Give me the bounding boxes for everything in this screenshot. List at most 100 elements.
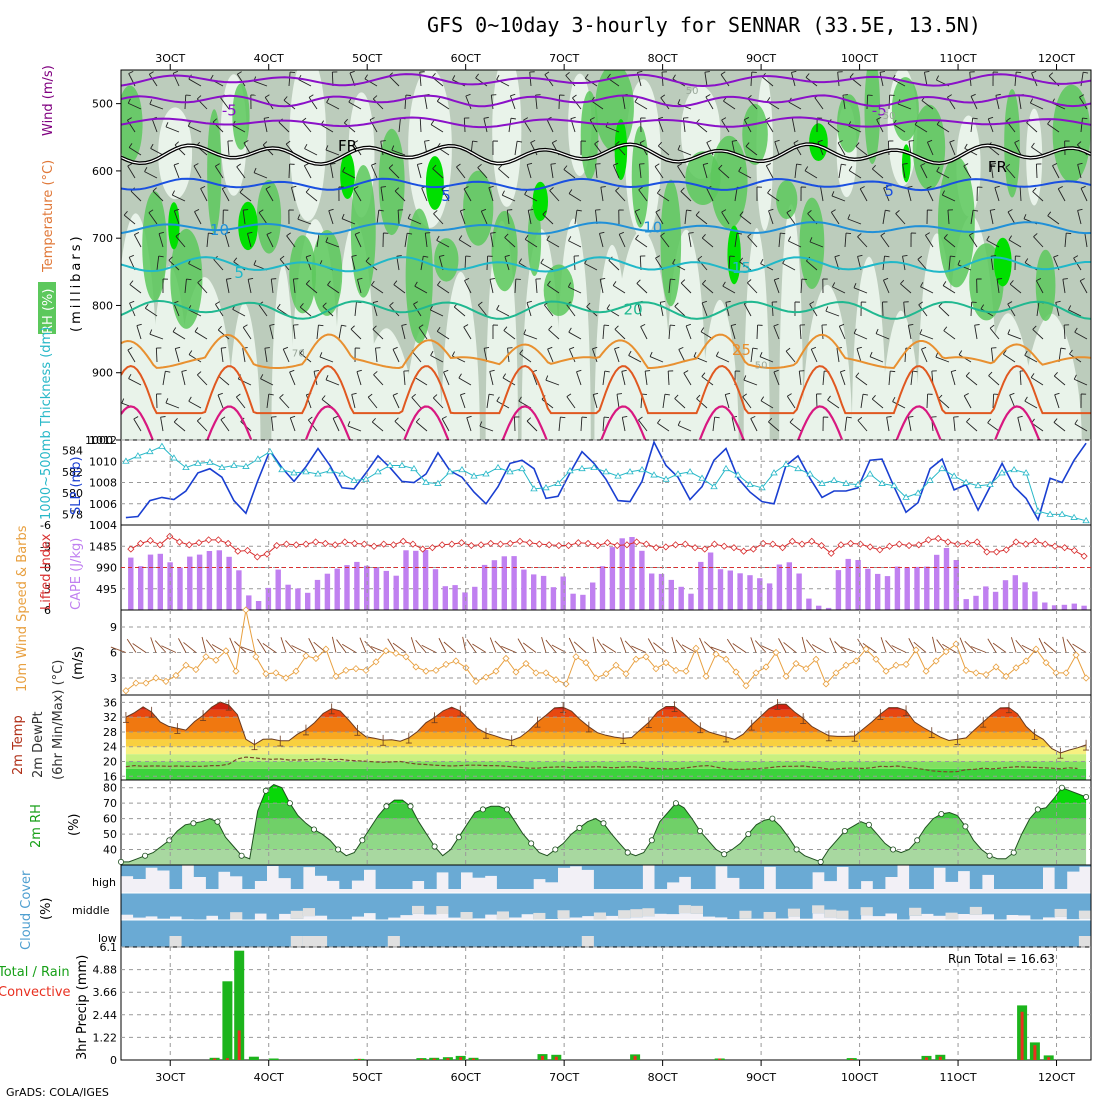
temp-tick-label: 24 — [103, 741, 117, 754]
wind-barb-flag — [1077, 141, 1082, 146]
wind-barb-flag — [990, 208, 996, 211]
wind-speed-point — [742, 682, 750, 690]
wind-barb — [649, 356, 664, 363]
cape-bar — [757, 578, 763, 610]
wind-barb — [188, 78, 202, 87]
wind-barb-flag — [622, 415, 628, 418]
wind-barb — [354, 234, 362, 248]
wind-barb — [963, 165, 972, 179]
wind-barb-flag — [129, 300, 135, 304]
rh-point — [841, 828, 848, 835]
wind-barb-flag — [886, 416, 892, 418]
cape-bar — [983, 586, 989, 610]
wind-barb — [654, 166, 664, 179]
surface-wind-barb — [653, 642, 667, 653]
wind-barb-flag — [451, 351, 456, 357]
wind-barb-flag — [365, 257, 370, 262]
wind-barb — [489, 371, 494, 386]
wind-barb-flag — [774, 277, 780, 281]
cloud-middle-cell — [133, 893, 146, 918]
wind-barb-flag — [674, 394, 679, 399]
wind-speed-point — [362, 666, 370, 674]
wind-barb — [680, 282, 692, 294]
bottom-date-tick: 8OCT — [648, 1071, 678, 1084]
wind-barb — [1026, 122, 1038, 133]
wind-barb-flag — [697, 255, 703, 260]
thickness-point — [674, 470, 682, 477]
wind-barb-flag — [547, 346, 553, 350]
lifted-index-point — [244, 546, 252, 555]
cape-bar — [187, 556, 193, 610]
wind-barb — [220, 348, 224, 363]
wind-barb-flag — [253, 167, 257, 173]
wind-barb — [621, 417, 626, 432]
wind-barb-flag — [496, 74, 500, 80]
wind-barb-flag — [926, 185, 932, 189]
wind-barb-flag — [1079, 94, 1084, 98]
wind-barb-flag — [187, 121, 191, 127]
cape-axis-label: CAPE (J/kg) — [69, 538, 84, 610]
wind-barb — [165, 402, 180, 409]
wind-barb — [893, 123, 906, 133]
wind-barb-flag — [546, 235, 550, 241]
wind-barb — [702, 164, 708, 179]
wind-speed-point — [722, 655, 730, 663]
wind-barb-flag — [297, 214, 301, 220]
wind-barb — [129, 284, 142, 294]
precip-total-bar — [234, 950, 245, 1060]
rh-point — [142, 852, 149, 859]
cloud-low-cell — [994, 920, 1007, 947]
bottom-date-tick: 10OCT — [841, 1071, 878, 1084]
wind-barb — [479, 425, 494, 432]
wind-barb — [490, 233, 494, 248]
thickness-point — [530, 485, 538, 492]
rh-point — [503, 806, 510, 813]
wind-barb-flag — [964, 143, 968, 149]
lifted-index-point — [603, 539, 612, 547]
lifted-index-point — [273, 541, 281, 550]
rh-dry-region — [441, 271, 480, 440]
wind-barb-flag — [1036, 278, 1042, 282]
rh-moist-region — [142, 191, 167, 302]
lifted-index-point — [710, 540, 719, 548]
surface-wind-barb — [466, 639, 477, 653]
wind-barb-flag — [304, 143, 308, 149]
cloud-high-cell — [1042, 865, 1056, 868]
wind-barb — [637, 302, 642, 317]
cloud-middle-cell — [1042, 893, 1056, 918]
wind-barb — [786, 212, 796, 225]
surface-wind-barb — [1066, 639, 1077, 653]
cloud-high-cell — [169, 865, 183, 889]
wind-barb — [1053, 422, 1066, 432]
wind-barb — [638, 189, 648, 202]
wind-barb-flag — [839, 323, 845, 327]
rh-moist-region — [710, 135, 748, 229]
wind-barb — [437, 331, 450, 340]
wind-barb-flag — [264, 116, 270, 119]
wind-barb — [599, 279, 604, 294]
wind-barb-flag — [479, 421, 483, 427]
wind-speed-point — [412, 663, 420, 671]
thickness-tick-label: 582 — [62, 466, 83, 479]
precip-conv-bar — [419, 1058, 423, 1060]
rh-point — [938, 811, 945, 818]
thickness-point — [710, 482, 718, 490]
rh-dry-region — [700, 299, 739, 440]
wind-barb-flag — [436, 327, 441, 332]
wind-barb — [914, 124, 928, 133]
wind-barb-flag — [266, 231, 272, 235]
wind-barb — [988, 375, 1000, 386]
wind-barb-flag — [121, 398, 125, 404]
wind-barb — [173, 421, 186, 432]
wind-barb — [592, 348, 598, 363]
isotherm-line — [121, 177, 1091, 192]
thickness-point — [182, 463, 190, 471]
surface-wind-barb — [732, 643, 747, 653]
wind-barb — [859, 188, 868, 202]
thickness-point — [890, 481, 898, 489]
thickness-point — [230, 461, 238, 468]
wind-speed-point — [652, 665, 660, 673]
wind-barb-flag — [144, 167, 148, 172]
cape-bar — [236, 570, 242, 610]
